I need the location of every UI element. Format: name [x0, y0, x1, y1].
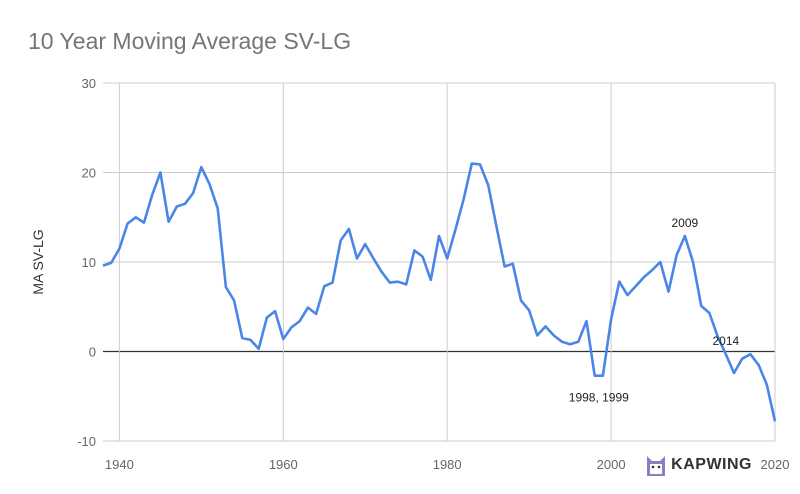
x-tick-label: 1960 — [269, 457, 298, 472]
chart-title: 10 Year Moving Average SV-LG — [28, 28, 352, 54]
x-tick-label: 2000 — [597, 457, 626, 472]
y-tick-label: -10 — [77, 434, 96, 449]
y-tick-label: 30 — [82, 76, 96, 91]
x-tick-label: 1980 — [433, 457, 462, 472]
kapwing-logo-icon — [647, 456, 666, 476]
watermark-text: KAPWING — [671, 456, 752, 473]
y-tick-label: 10 — [82, 255, 96, 270]
series-line — [102, 162, 777, 422]
x-tick-label: 1940 — [105, 457, 134, 472]
annotation-label: 1998, 1999 — [569, 391, 629, 405]
y-tick-label: 0 — [89, 345, 96, 360]
y-tick-label: 20 — [82, 166, 96, 181]
annotation-label: 2009 — [672, 216, 699, 230]
y-axis-label: MA SV-LG — [30, 229, 46, 294]
annotation-label: 2014 — [712, 334, 739, 348]
kapwing-watermark: KAPWING — [645, 452, 752, 478]
x-tick-label: 2020 — [761, 457, 790, 472]
